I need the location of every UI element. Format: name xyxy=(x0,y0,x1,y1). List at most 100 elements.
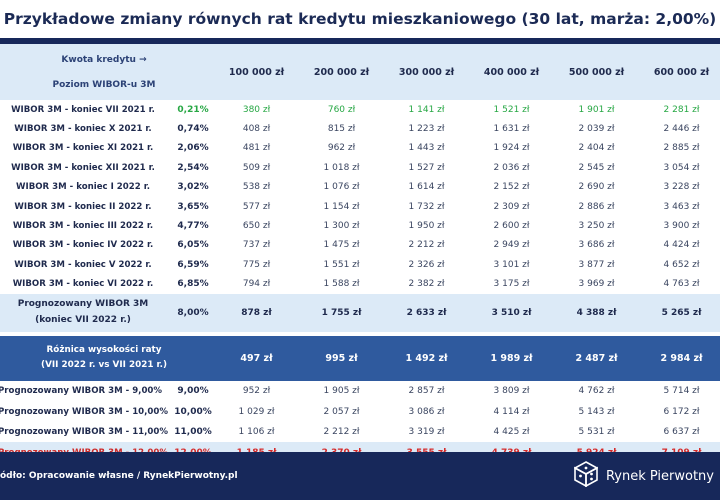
difference-label-line1: Różnica wysokości raty xyxy=(46,344,162,355)
installment-cell: 6 637 zł xyxy=(663,427,700,438)
wibor-rate-cell: 11,00% xyxy=(174,427,212,438)
installment-cell: 1 141 zł xyxy=(408,104,445,115)
installment-cell: 1 154 zł xyxy=(323,201,360,212)
installment-cell: 775 zł xyxy=(242,259,271,270)
installment-cell: 497 zł xyxy=(240,352,273,364)
scenario-row: Prognozowany WIBOR 3M - 11,00% 11,00% 1 10… xyxy=(0,421,720,443)
installment-cell: 380 zł xyxy=(242,104,271,115)
installment-cell: 995 zł xyxy=(325,352,358,364)
installment-cell: 3 101 zł xyxy=(493,259,530,270)
installment-cell: 3 463 zł xyxy=(663,201,700,212)
installment-cell: 2 281 zł xyxy=(663,104,700,115)
installment-cell: 2 886 zł xyxy=(578,201,615,212)
installment-cell: 3 877 zł xyxy=(578,259,615,270)
installment-cell: 2 212 zł xyxy=(408,240,445,251)
scenario-label: Prognozowany WIBOR 3M - 9,00% xyxy=(0,386,163,397)
installment-cell: 2 404 zł xyxy=(578,143,615,154)
installment-cell: 1 588 zł xyxy=(323,279,360,290)
loan-amount-heading: Kwota kredytu → xyxy=(61,54,147,65)
installment-cell: 1 614 zł xyxy=(408,182,445,193)
row-label: WIBOR 3M - koniec VII 2021 r. xyxy=(11,104,155,115)
installment-cell: 1 076 zł xyxy=(323,182,360,193)
installment-cell: 577 zł xyxy=(242,201,271,212)
table-row: WIBOR 3M - koniec VI 2022 r. 6,85% 794 zł 1… xyxy=(0,274,720,294)
installment-cell: 737 zł xyxy=(242,240,271,251)
installment-cell: 2 309 zł xyxy=(493,201,530,212)
installment-cell: 1 029 zł xyxy=(238,406,275,417)
installment-cell: 2 039 zł xyxy=(578,124,615,135)
wibor-rate-cell: 0,74% xyxy=(177,124,209,135)
amount-header: 400 000 zł xyxy=(483,66,540,78)
footer-bar: ódło: Opracowanie własne / RynekPierwotn… xyxy=(0,452,720,500)
installment-cell: 2 600 zł xyxy=(493,221,530,232)
amount-header: 200 000 zł xyxy=(313,66,370,78)
amount-header: 300 000 zł xyxy=(398,66,455,78)
installment-cell: 3 809 zł xyxy=(493,386,530,397)
installment-cell: 4 762 zł xyxy=(578,386,615,397)
table-row: WIBOR 3M - koniec II 2022 r. 3,65% 577 zł 1… xyxy=(0,196,720,217)
wibor-rate-cell: 4,77% xyxy=(177,221,209,232)
difference-label: Różnica wysokości raty (VII 2022 r. vs VI… xyxy=(0,336,214,381)
table-row: WIBOR 3M - koniec VII 2021 r. 0,21% 380 zł… xyxy=(0,100,720,120)
scenario-label: Prognozowany WIBOR 3M - 11,00% xyxy=(0,427,168,438)
wibor-rate-cell: 10,00% xyxy=(174,406,212,417)
brand: Rynek Pierwotny xyxy=(573,461,720,491)
installment-cell: 1 475 zł xyxy=(323,240,360,251)
installment-cell: 1 901 zł xyxy=(578,104,615,115)
wibor-level-heading: Poziom WIBOR-u 3M xyxy=(52,79,156,90)
installment-cell: 2 949 zł xyxy=(493,240,530,251)
installment-cell: 4 424 zł xyxy=(663,240,700,251)
installment-cell: 408 zł xyxy=(242,124,271,135)
scenario-row: Prognozowany WIBOR 3M - 9,00% 9,00% 952 zł… xyxy=(0,380,720,402)
installment-cell: 878 zł xyxy=(241,307,272,318)
installment-cell: 2 984 zł xyxy=(660,352,703,364)
installment-cell: 6 172 zł xyxy=(663,406,700,417)
installment-cell: 2 487 zł xyxy=(575,352,618,364)
installment-cell: 794 zł xyxy=(242,279,271,290)
title-divider xyxy=(0,38,720,44)
forecast-label-line1: Prognozowany WIBOR 3M xyxy=(17,299,149,310)
installment-cell: 2 885 zł xyxy=(663,143,700,154)
brand-name: Rynek Pierwotny xyxy=(605,468,714,484)
row-label: WIBOR 3M - koniec II 2022 r. xyxy=(14,201,152,212)
installment-cell: 1 527 zł xyxy=(408,162,445,173)
installment-cell: 2 152 zł xyxy=(493,182,530,193)
amount-header: 600 000 zł xyxy=(653,66,710,78)
wibor-rate-cell: 6,85% xyxy=(177,279,209,290)
installment-cell: 760 zł xyxy=(327,104,356,115)
header-row: Kwota kredytu → Poziom WIBOR-u 3M 100 00… xyxy=(0,44,720,100)
table-row: WIBOR 3M - koniec III 2022 r. 4,77% 650 zł… xyxy=(0,216,720,236)
installment-cell: 3 250 zł xyxy=(578,221,615,232)
row-label: WIBOR 3M - koniec VI 2022 r. xyxy=(12,279,154,290)
forecast-row: Prognozowany WIBOR 3M (koniec VII 2022 r.… xyxy=(0,293,720,332)
wibor-rate-cell: 6,05% xyxy=(177,240,209,251)
installment-cell: 815 zł xyxy=(327,124,356,135)
installment-cell: 1 631 zł xyxy=(493,124,530,135)
installment-cell: 1 443 zł xyxy=(408,143,445,154)
installment-cell: 2 857 zł xyxy=(408,386,445,397)
row-label: WIBOR 3M - koniec I 2022 r. xyxy=(16,182,150,193)
installment-cell: 481 zł xyxy=(242,143,271,154)
row-label: WIBOR 3M - koniec X 2021 r. xyxy=(14,124,152,135)
installment-cell: 2 326 zł xyxy=(408,259,445,270)
installment-cell: 4 652 zł xyxy=(663,259,700,270)
installment-cell: 3 319 zł xyxy=(408,427,445,438)
installment-cell: 3 228 zł xyxy=(663,182,700,193)
wibor-rate-cell: 2,06% xyxy=(177,143,209,154)
row-label: WIBOR 3M - koniec XII 2021 r. xyxy=(11,162,155,173)
installment-cell: 538 zł xyxy=(242,182,271,193)
installment-cell: 1 223 zł xyxy=(408,124,445,135)
forecast-label: Prognozowany WIBOR 3M (koniec VII 2022 r.… xyxy=(0,294,172,332)
installment-cell: 3 686 zł xyxy=(578,240,615,251)
installment-cell: 962 zł xyxy=(327,143,356,154)
table-row: WIBOR 3M - koniec XII 2021 r. 2,54% 509 zł… xyxy=(0,158,720,178)
table-row: WIBOR 3M - koniec IV 2022 r. 6,05% 737 zł 1… xyxy=(0,235,720,256)
installment-cell: 1 521 zł xyxy=(493,104,530,115)
installment-cell: 5 143 zł xyxy=(578,406,615,417)
installment-cell: 3 900 zł xyxy=(663,221,700,232)
rates-table: Kwota kredytu → Poziom WIBOR-u 3M 100 00… xyxy=(0,44,720,463)
installment-cell: 1 755 zł xyxy=(321,307,362,318)
installment-cell: 4 763 zł xyxy=(663,279,700,290)
installment-cell: 3 054 zł xyxy=(663,162,700,173)
amount-header: 100 000 zł xyxy=(228,66,285,78)
